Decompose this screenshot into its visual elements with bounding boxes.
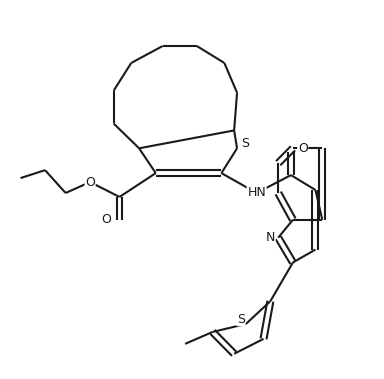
Text: O: O (298, 142, 308, 155)
Text: S: S (237, 313, 245, 326)
Text: N: N (266, 231, 275, 244)
Text: O: O (101, 213, 111, 226)
Text: HN: HN (247, 186, 266, 199)
Text: S: S (241, 137, 249, 150)
Text: O: O (85, 175, 95, 189)
